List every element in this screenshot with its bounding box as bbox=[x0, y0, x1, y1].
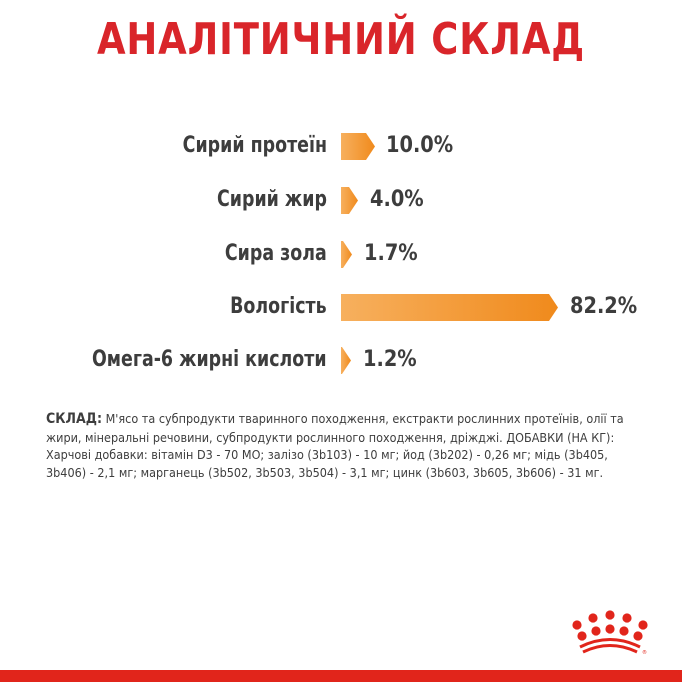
royal-canin-crown-icon: ® bbox=[572, 610, 648, 656]
value-bar bbox=[341, 241, 352, 268]
page-title: АНАЛІТИЧНИЙ СКЛАД bbox=[96, 14, 586, 65]
chart-row: Сира зола 1.7% bbox=[0, 237, 682, 271]
value-bar bbox=[341, 347, 351, 374]
value-bar bbox=[341, 187, 358, 214]
row-value: 10.0% bbox=[386, 133, 454, 158]
row-value: 4.0% bbox=[370, 187, 424, 212]
row-value: 1.7% bbox=[364, 241, 418, 266]
chart-row: Сирий протеїн 10.0% bbox=[0, 129, 682, 163]
chart-row: Омега-6 жирні кислоти 1.2% bbox=[0, 343, 682, 377]
row-value: 82.2% bbox=[570, 294, 638, 319]
value-bar bbox=[341, 133, 375, 160]
chart-row: Сирий жир 4.0% bbox=[0, 183, 682, 217]
svg-text:®: ® bbox=[642, 649, 647, 656]
value-bar bbox=[341, 294, 558, 321]
row-value: 1.2% bbox=[363, 347, 417, 372]
row-label: Омега-6 жирні кислоти bbox=[92, 347, 327, 372]
composition-body: М'ясо та субпродукти тваринного походжен… bbox=[46, 411, 624, 480]
composition-heading: СКЛАД: bbox=[46, 411, 103, 427]
chart-row: Вологість 82.2% bbox=[0, 290, 682, 324]
composition-text: СКЛАД: М'ясо та субпродукти тваринного п… bbox=[46, 410, 645, 481]
row-label: Сирий жир bbox=[217, 187, 327, 212]
row-label: Вологість bbox=[230, 294, 327, 319]
row-label: Сирий протеїн bbox=[182, 133, 327, 158]
footer-red-bar bbox=[0, 670, 682, 682]
row-label: Сира зола bbox=[225, 241, 327, 266]
